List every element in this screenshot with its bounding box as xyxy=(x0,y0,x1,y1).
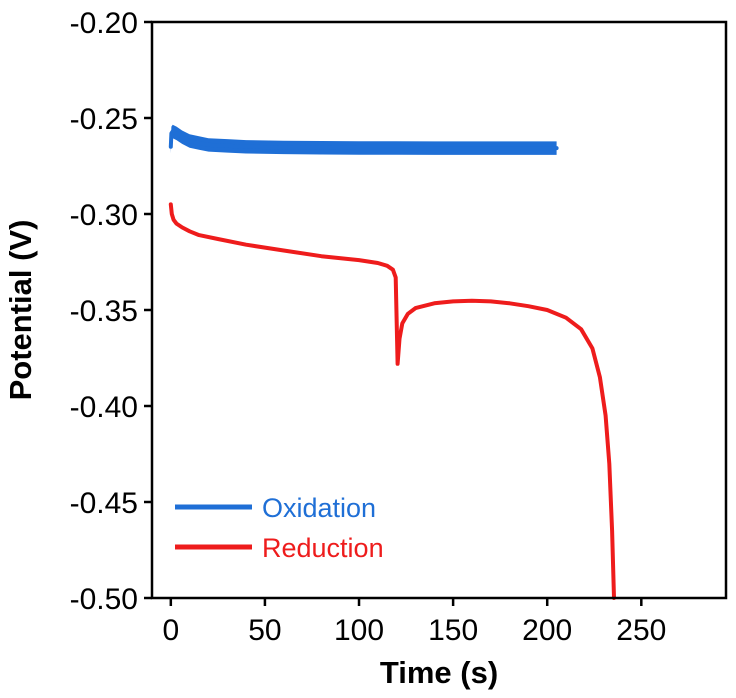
y-tick-label: -0.20 xyxy=(70,7,138,40)
legend: Oxidation Reduction xyxy=(175,493,384,563)
y-tick-label: -0.25 xyxy=(70,103,138,136)
x-tick-label: 250 xyxy=(616,614,666,647)
y-axis-ticks: -0.20 -0.25 -0.30 -0.35 -0.40 -0.45 -0.50 xyxy=(70,7,152,616)
y-tick-label: -0.45 xyxy=(70,487,138,520)
y-tick-label: -0.40 xyxy=(70,391,138,424)
x-tick-label: 150 xyxy=(428,614,478,647)
x-axis-title: Time (s) xyxy=(380,655,498,690)
y-tick-label: -0.50 xyxy=(70,583,138,616)
y-tick-label: -0.30 xyxy=(70,199,138,232)
oxidation-series-line xyxy=(168,129,559,151)
series-layer xyxy=(168,124,616,600)
x-tick-label: 50 xyxy=(248,614,281,647)
reduction-series-line xyxy=(168,202,616,600)
y-axis-title: Potential (V) xyxy=(3,220,38,401)
x-axis-ticks: 0 50 100 150 200 250 xyxy=(162,598,666,647)
plot-background xyxy=(152,22,726,598)
x-tick-label: 200 xyxy=(522,614,572,647)
x-tick-label: 100 xyxy=(334,614,384,647)
y-tick-label: -0.35 xyxy=(70,295,138,328)
oxidation-legend-label: Oxidation xyxy=(262,493,376,523)
x-tick-label: 0 xyxy=(162,614,179,647)
reduction-legend-label: Reduction xyxy=(262,533,384,563)
